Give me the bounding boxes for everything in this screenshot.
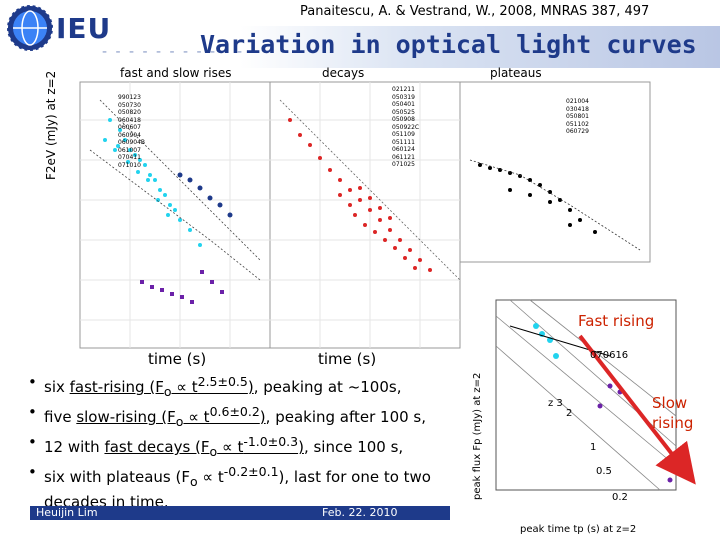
inset-frame xyxy=(495,299,677,491)
slide-title: Variation in optical light curves xyxy=(200,30,697,59)
red-decay-series xyxy=(288,118,432,272)
inset-curve-label: 0.5 xyxy=(596,466,612,477)
panel-title-plateaus: plateaus xyxy=(490,66,542,80)
inset-label-slow: Slow xyxy=(652,394,688,412)
title-dashes: - - - - - - - - - - - xyxy=(102,44,245,60)
title-band xyxy=(240,26,720,68)
inset-z-label: z 3 xyxy=(548,398,563,409)
legend-entry: 060729 xyxy=(566,128,589,135)
globe-icon xyxy=(6,4,54,52)
legend-entry: 050820 xyxy=(118,109,141,116)
legend-entry: 021004 xyxy=(566,98,589,105)
x-axis-label-rises: time (s) xyxy=(148,350,207,368)
legend-entry: 051102 xyxy=(566,120,589,128)
legend-entry: 071010 xyxy=(118,161,141,169)
rise-fit-line-2 xyxy=(89,149,261,281)
legend-entry: 070411 xyxy=(118,154,141,161)
inset-x-label: peak time tp (s) at z=2 xyxy=(520,524,637,535)
inset-y-label: peak flux Fp (mJy) at z=2 xyxy=(472,372,483,500)
footer-bar xyxy=(30,506,450,520)
decays-legend: 021211 050319 050401 050525 050908 05092… xyxy=(392,86,419,169)
bullet-item: six fast-rising (Fo ∝ t2.5±0.5), peaking… xyxy=(28,372,458,402)
cyan-rising-series xyxy=(103,118,202,247)
x-axis-label-decays: time (s) xyxy=(318,350,377,368)
panel-plateaus-frame xyxy=(459,81,651,263)
plateaus-legend: 021004 030418 050801 051102 060729 xyxy=(566,98,589,136)
panel-title-decays: decays xyxy=(322,66,365,80)
plateau-fit-line xyxy=(469,159,641,251)
legend-entry: 050801 xyxy=(566,113,589,120)
rises-legend: 990123 050730 050820 060418 060607 06090… xyxy=(118,94,145,169)
inset-peak-figure xyxy=(495,299,677,491)
navy-series xyxy=(177,172,233,218)
legend-entry: 050922C xyxy=(392,123,420,131)
ieu-logo xyxy=(4,2,124,58)
legend-entry: 050908 xyxy=(392,116,415,123)
legend-entry: 050319 xyxy=(392,93,415,101)
inset-curve-label: 2 xyxy=(566,408,573,419)
inset-curve-label: 1 xyxy=(590,442,597,453)
rise-fit-line-1 xyxy=(99,99,261,261)
decay-fit-line xyxy=(279,99,461,281)
legend-entry: 990123 xyxy=(118,94,141,101)
legend-entry: 051109 xyxy=(392,131,415,138)
legend-entry: 060124 xyxy=(392,146,415,153)
legend-entry: 021211 xyxy=(392,86,415,93)
inset-label-fast: Fast rising xyxy=(578,312,655,330)
black-plateau-series xyxy=(478,163,597,234)
legend-entry: 050730 xyxy=(118,101,141,109)
grid-lines xyxy=(80,82,460,348)
bullet-list: six fast-rising (Fo ∝ t2.5±0.5), peaking… xyxy=(28,372,458,512)
purple-series xyxy=(140,270,224,304)
arrow-line xyxy=(578,334,696,485)
legend-entry: 061121 xyxy=(392,153,415,161)
logo-text: IEU xyxy=(56,12,112,45)
legend-entry: 060904 xyxy=(118,131,141,139)
light-curve-figure xyxy=(79,81,651,349)
red-arrow xyxy=(578,334,696,485)
panel-rises-frame xyxy=(79,81,271,349)
legend-entry: 061007 xyxy=(118,146,141,154)
legend-entry: 051111 xyxy=(392,138,415,146)
bullet-item: 12 with fast decays (Fo ∝ t-1.0±0.3), si… xyxy=(28,432,458,462)
citation: Panaitescu, A. & Vestrand, W., 2008, MNR… xyxy=(300,4,650,19)
footer-author: Heuijin Lim xyxy=(36,506,98,519)
legend-entry: 050525 xyxy=(392,108,415,116)
inset-label-rising: rising xyxy=(652,414,694,432)
panel-decays-frame xyxy=(269,81,461,349)
inset-burst-label: 070616 xyxy=(590,350,629,361)
bullet-item: five slow-rising (Fo ∝ t0.6±0.2), peakin… xyxy=(28,402,458,432)
legend-entry: 060418 xyxy=(118,116,141,124)
inset-cyan-points xyxy=(533,323,559,359)
y-axis-label: F2eV (mJy) at z=2 xyxy=(44,70,58,180)
panel-title-rises: fast and slow rises xyxy=(120,66,232,80)
inset-curve-label: 0.2 xyxy=(612,492,628,503)
legend-entry: 030418 xyxy=(566,105,589,113)
legend-entry: 071025 xyxy=(392,161,415,168)
legend-entry: 060904B xyxy=(118,139,146,146)
legend-entry: 050401 xyxy=(392,101,415,108)
footer-date: Feb. 22. 2010 xyxy=(322,506,398,519)
bullet-item: six with plateaus (Fo ∝ t-0.2±0.1), last… xyxy=(28,462,458,512)
legend-entry: 060607 xyxy=(118,124,141,131)
